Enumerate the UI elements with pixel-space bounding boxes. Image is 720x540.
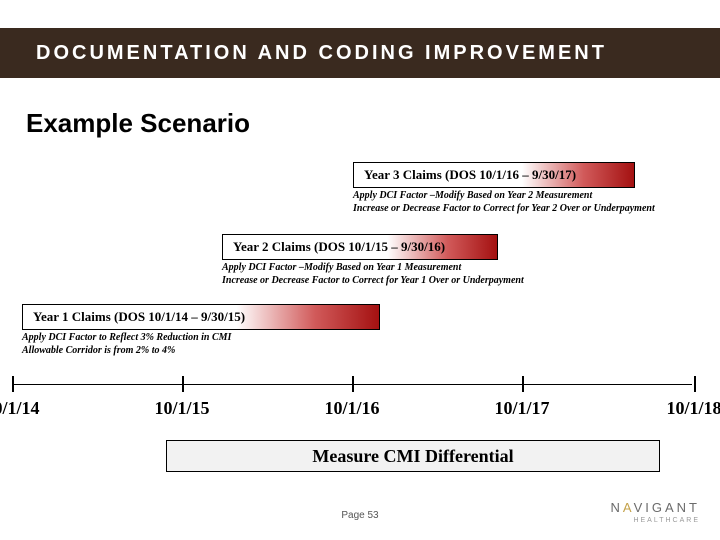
brand-name: NAVIGANT [610,500,700,515]
year1-desc-line1: Apply DCI Factor to Reflect 3% Reduction… [22,332,342,345]
year3-claims-desc: Apply DCI Factor –Modify Based on Year 2… [353,190,713,215]
year1-claims-box: Year 1 Claims (DOS 10/1/14 – 9/30/15) [22,304,380,330]
title-band: DOCUMENTATION AND CODING IMPROVEMENT [0,28,720,78]
brand-post: VIGANT [634,500,700,515]
axis-tick-label: 10/1/18 [666,398,720,419]
measure-cmi-bar: Measure CMI Differential [166,440,660,472]
slide: DOCUMENTATION AND CODING IMPROVEMENT Exa… [0,0,720,540]
year2-desc-line1: Apply DCI Factor –Modify Based on Year 1… [222,262,582,275]
slide-subtitle: Example Scenario [26,108,250,139]
year3-desc-line1: Apply DCI Factor –Modify Based on Year 2… [353,190,713,203]
year1-desc-line2: Allowable Corridor is from 2% to 4% [22,345,342,358]
timeline-axis: 10/1/1410/1/1510/1/1610/1/1710/1/18 [10,374,710,424]
axis-tick [12,376,14,392]
axis-tick [694,376,696,392]
year2-desc-line2: Increase or Decrease Factor to Correct f… [222,275,582,288]
slide-title: DOCUMENTATION AND CODING IMPROVEMENT [36,42,607,65]
year3-claims-box: Year 3 Claims (DOS 10/1/16 – 9/30/17) [353,162,635,188]
brand-subline: HEALTHCARE [610,517,700,524]
year1-claims-desc: Apply DCI Factor to Reflect 3% Reduction… [22,332,342,357]
axis-tick [522,376,524,392]
brand-pre: N [610,500,622,515]
year3-desc-line2: Increase or Decrease Factor to Correct f… [353,203,713,216]
axis-tick-label: 10/1/15 [154,398,209,419]
axis-tick-label: 10/1/14 [0,398,40,419]
year2-claims-box: Year 2 Claims (DOS 10/1/15 – 9/30/16) [222,234,498,260]
year2-claims-desc: Apply DCI Factor –Modify Based on Year 1… [222,262,582,287]
axis-tick-label: 10/1/17 [494,398,549,419]
brand-accent: A [623,500,634,515]
axis-tick [182,376,184,392]
axis-tick [352,376,354,392]
brand-logo: NAVIGANT HEALTHCARE [610,500,700,524]
axis-tick-label: 10/1/16 [324,398,379,419]
